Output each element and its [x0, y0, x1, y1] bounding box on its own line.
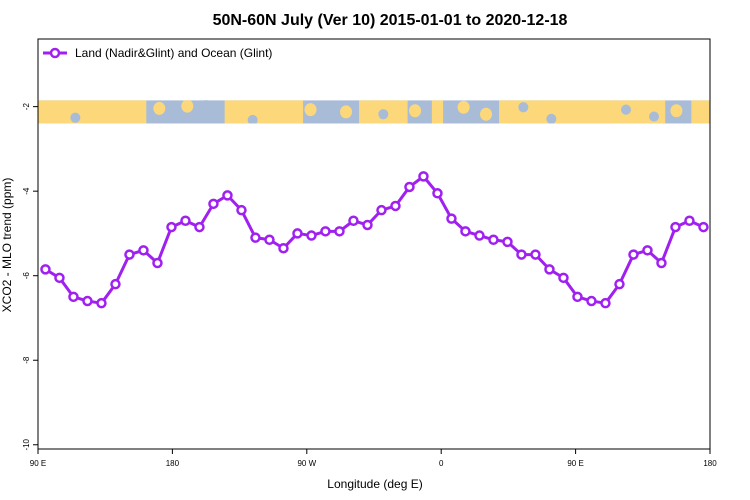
data-point — [530, 249, 541, 260]
data-point — [404, 181, 415, 193]
data-point — [516, 249, 527, 260]
water-inlet — [378, 109, 389, 120]
data-point — [558, 272, 569, 284]
water-inlet — [70, 112, 81, 123]
data-point — [460, 226, 471, 237]
chart-title: 50N-60N July (Ver 10) 2015-01-01 to 2020… — [213, 12, 568, 29]
data-point — [110, 278, 121, 290]
data-point — [306, 230, 317, 241]
land-blob — [181, 100, 194, 113]
water-inlet — [518, 102, 529, 113]
data-point — [236, 204, 247, 216]
x-tick-label: 180 — [703, 459, 717, 468]
data-point — [320, 226, 331, 237]
data-point — [572, 291, 583, 303]
data-point — [334, 226, 345, 237]
data-point — [362, 219, 373, 231]
land-blob — [409, 104, 422, 118]
data-point — [68, 291, 79, 303]
data-point — [40, 264, 51, 275]
x-tick-label: 90 E — [567, 459, 583, 468]
data-point — [278, 242, 289, 254]
data-point — [502, 236, 513, 248]
data-point — [628, 249, 639, 260]
data-point — [656, 257, 667, 269]
y-axis: -2 -4 -6 -8 -10 — [22, 103, 38, 451]
series-line — [44, 174, 705, 305]
data-point — [180, 215, 191, 227]
data-point — [614, 278, 625, 290]
y-axis-label: XCO2 - MLO trend (ppm) — [0, 178, 14, 313]
data-point — [138, 245, 149, 256]
data-point — [446, 213, 457, 224]
data-point — [586, 295, 597, 307]
map-strip-land — [38, 100, 710, 124]
y-tick-label: -2 — [22, 103, 31, 111]
data-point — [96, 297, 107, 309]
data-point — [488, 234, 499, 246]
land-blob — [153, 101, 166, 115]
legend-marker — [49, 47, 61, 59]
x-axis: 90 E 180 90 W 0 90 E 180 — [30, 449, 717, 468]
water-inlet — [201, 100, 211, 111]
land-block — [38, 100, 147, 124]
data-point — [82, 295, 93, 307]
data-point — [208, 198, 219, 210]
data-point — [474, 230, 485, 241]
data-point — [250, 232, 261, 243]
data-point — [124, 249, 135, 260]
x-tick-label: 180 — [166, 459, 180, 468]
x-axis-label: Longitude (deg E) — [327, 477, 422, 491]
y-tick-label: -8 — [22, 356, 31, 364]
y-tick-label: -4 — [22, 187, 31, 195]
data-point — [194, 221, 205, 233]
y-tick-label: -10 — [22, 438, 31, 450]
y-tick-label: -6 — [22, 272, 31, 280]
data-point — [292, 228, 303, 239]
x-tick-label: 90 E — [30, 459, 46, 468]
data-point — [152, 257, 163, 269]
water-inlet — [649, 111, 659, 122]
data-point — [54, 272, 65, 284]
data-point — [348, 215, 359, 227]
x-tick-label: 0 — [439, 459, 444, 468]
land-blob — [340, 105, 352, 119]
data-point — [698, 221, 709, 233]
data-point — [222, 190, 233, 201]
data-point — [418, 171, 429, 182]
map-strip — [38, 100, 710, 124]
land-blob — [480, 107, 492, 121]
water-inlet — [621, 104, 631, 115]
data-point — [376, 204, 387, 216]
series-layer — [40, 171, 709, 309]
land-block — [431, 100, 444, 124]
land-blob — [457, 100, 470, 114]
x-tick-label: 90 W — [297, 459, 316, 468]
data-point — [600, 297, 611, 309]
data-point — [166, 221, 177, 233]
data-point — [684, 215, 695, 227]
data-point — [642, 245, 653, 256]
data-point — [390, 200, 401, 212]
data-point — [432, 188, 443, 199]
data-point — [264, 234, 275, 246]
plot-frame — [37, 38, 711, 450]
water-inlet — [546, 113, 557, 124]
legend: Land (Nadir&Glint) and Ocean (Glint) — [43, 46, 272, 60]
land-block — [691, 100, 710, 124]
water-inlet — [247, 114, 258, 124]
land-blob — [670, 104, 683, 118]
land-blob — [125, 106, 138, 120]
data-point — [544, 264, 555, 275]
land-blob — [304, 103, 317, 117]
land-block — [224, 100, 304, 124]
legend-label: Land (Nadir&Glint) and Ocean (Glint) — [75, 46, 272, 60]
data-point — [670, 221, 681, 233]
